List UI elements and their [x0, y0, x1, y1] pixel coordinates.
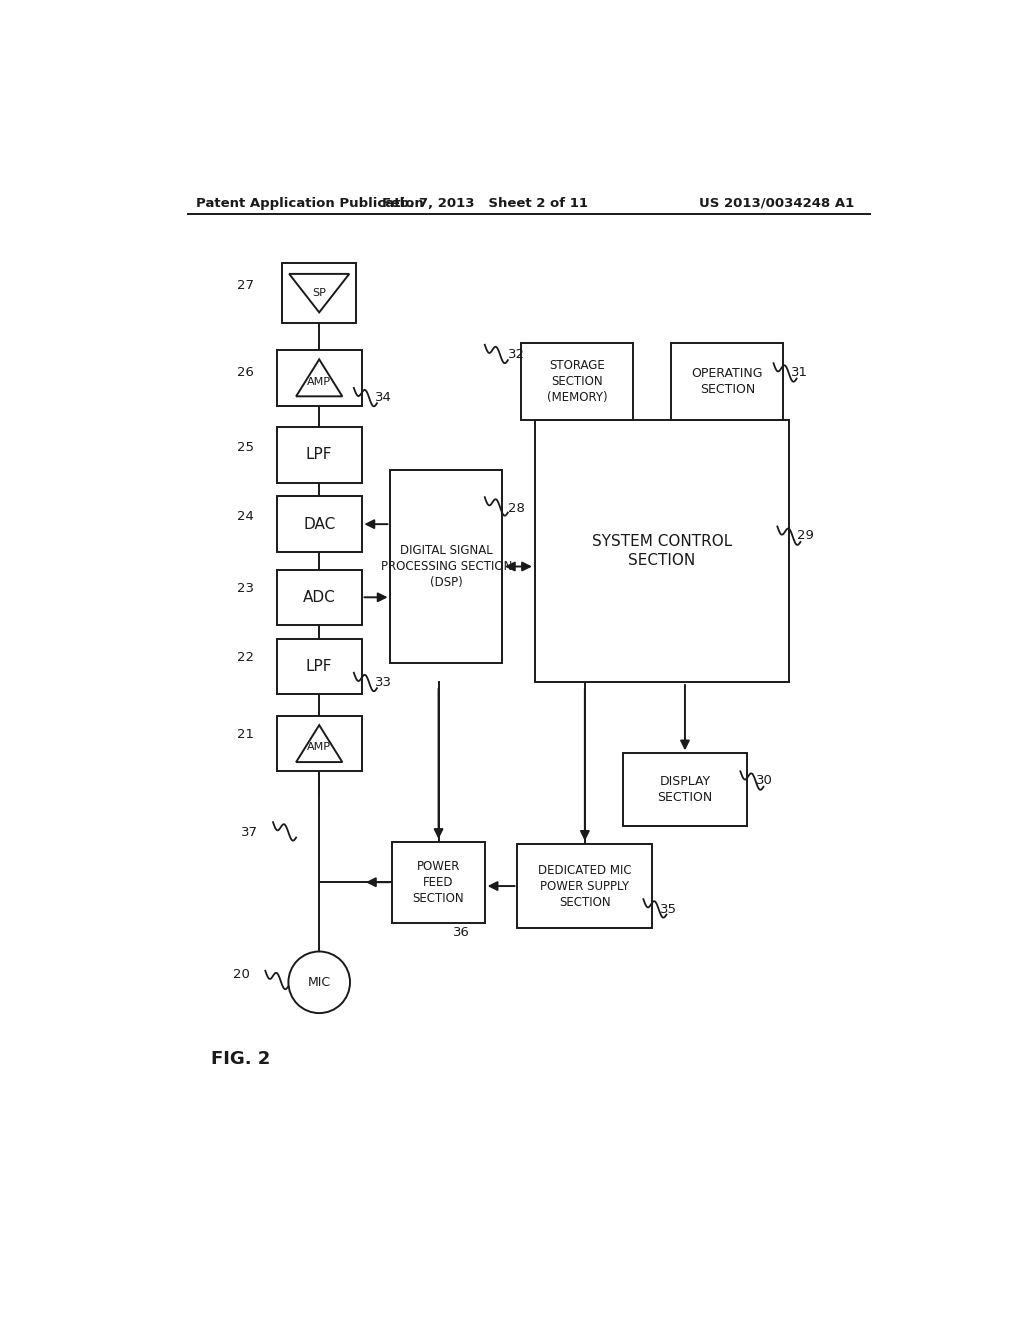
Text: 34: 34	[376, 391, 392, 404]
Bar	[624, 754, 746, 826]
Text: 29: 29	[797, 529, 813, 543]
Text: Feb. 7, 2013   Sheet 2 of 11: Feb. 7, 2013 Sheet 2 of 11	[382, 197, 588, 210]
Text: ADC: ADC	[303, 590, 336, 605]
Text: 24: 24	[237, 510, 254, 523]
Bar	[276, 428, 361, 483]
Bar	[672, 343, 783, 420]
Bar	[535, 420, 788, 682]
Text: DISPLAY
SECTION: DISPLAY SECTION	[657, 775, 713, 804]
Bar	[276, 715, 361, 771]
Text: LPF: LPF	[306, 659, 333, 675]
Text: 35: 35	[660, 903, 677, 916]
Text: 32: 32	[508, 348, 525, 362]
Text: 36: 36	[454, 925, 470, 939]
Text: 20: 20	[233, 968, 250, 981]
Bar	[276, 350, 361, 405]
Text: AMP: AMP	[307, 376, 331, 387]
Text: 23: 23	[237, 582, 254, 594]
Text: Patent Application Publication: Patent Application Publication	[196, 197, 424, 210]
Text: 25: 25	[237, 441, 254, 454]
Bar	[276, 639, 361, 694]
Bar	[517, 843, 652, 928]
Text: MIC: MIC	[307, 975, 331, 989]
Bar	[276, 496, 361, 552]
Text: AMP: AMP	[307, 742, 331, 752]
Text: 37: 37	[241, 825, 258, 838]
Text: 33: 33	[376, 676, 392, 689]
Text: DAC: DAC	[303, 516, 335, 532]
Text: DIGITAL SIGNAL
PROCESSING SECTION
(DSP): DIGITAL SIGNAL PROCESSING SECTION (DSP)	[381, 544, 512, 589]
Bar	[283, 263, 356, 323]
Text: 28: 28	[508, 502, 524, 515]
Text: LPF: LPF	[306, 447, 333, 462]
Circle shape	[289, 952, 350, 1014]
Text: POWER
FEED
SECTION: POWER FEED SECTION	[413, 859, 464, 904]
Text: 26: 26	[237, 366, 254, 379]
Text: 27: 27	[237, 279, 254, 292]
Text: FIG. 2: FIG. 2	[211, 1051, 270, 1068]
Bar	[392, 842, 484, 923]
Text: 30: 30	[756, 774, 773, 787]
Text: STORAGE
SECTION
(MEMORY): STORAGE SECTION (MEMORY)	[547, 359, 607, 404]
Bar	[521, 343, 633, 420]
Text: DEDICATED MIC
POWER SUPPLY
SECTION: DEDICATED MIC POWER SUPPLY SECTION	[538, 863, 632, 908]
Text: SP: SP	[312, 288, 327, 298]
Text: SYSTEM CONTROL
SECTION: SYSTEM CONTROL SECTION	[592, 535, 732, 568]
Text: 21: 21	[237, 727, 254, 741]
Bar	[276, 570, 361, 626]
Text: 31: 31	[792, 366, 808, 379]
Bar	[390, 470, 502, 663]
Text: OPERATING
SECTION: OPERATING SECTION	[691, 367, 763, 396]
Text: 22: 22	[237, 651, 254, 664]
Text: US 2013/0034248 A1: US 2013/0034248 A1	[699, 197, 854, 210]
